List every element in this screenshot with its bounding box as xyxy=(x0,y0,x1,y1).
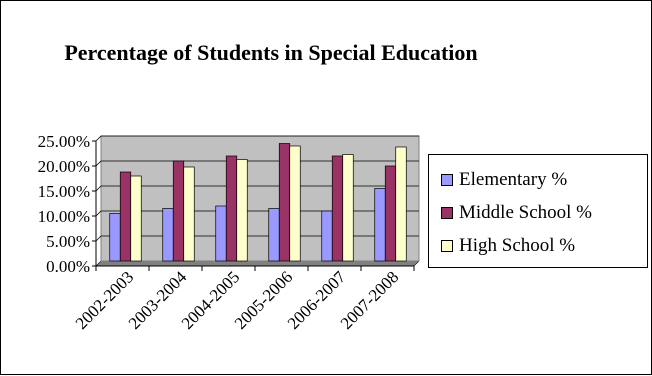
legend: Elementary % Middle School % High School % xyxy=(428,154,648,268)
y-tick-label: 25.00% xyxy=(38,132,90,151)
y-tick-label: 0.00% xyxy=(46,257,90,276)
gridline-diag xyxy=(95,135,102,142)
bar xyxy=(109,213,121,262)
legend-swatch xyxy=(441,174,453,186)
legend-swatch xyxy=(441,207,453,219)
x-tick-label: 2007-2008 xyxy=(337,267,403,333)
bar xyxy=(236,159,248,262)
bar xyxy=(215,205,227,262)
legend-item: High School % xyxy=(441,234,575,258)
gridline-diag xyxy=(95,185,102,192)
bar xyxy=(342,154,354,262)
legend-label: High School % xyxy=(459,235,576,256)
chart-title: Percentage of Students in Special Educat… xyxy=(64,40,478,65)
legend-label: Middle School % xyxy=(459,202,592,223)
bar xyxy=(374,188,386,262)
y-tick-label: 5.00% xyxy=(46,232,90,251)
bar xyxy=(289,145,301,262)
bar xyxy=(225,155,238,262)
bar xyxy=(321,210,333,262)
bar xyxy=(384,165,397,262)
plot-floor xyxy=(95,260,420,267)
bar xyxy=(278,143,291,262)
bar xyxy=(183,166,195,262)
gridline-diag xyxy=(95,235,102,242)
y-tick-label: 10.00% xyxy=(38,207,90,226)
legend-swatch xyxy=(441,240,453,252)
legend-item: Middle School % xyxy=(441,201,592,225)
y-tick-label: 20.00% xyxy=(38,157,90,176)
bar xyxy=(331,155,344,262)
gridline-diag xyxy=(95,210,102,217)
bar xyxy=(395,146,407,262)
bar xyxy=(119,171,132,262)
gridline-diag xyxy=(95,160,102,167)
bar xyxy=(268,208,280,262)
legend-label: Elementary % xyxy=(459,169,568,190)
y-tick-label: 15.00% xyxy=(38,182,90,201)
legend-item: Elementary % xyxy=(441,168,567,192)
bar xyxy=(130,175,142,262)
bar xyxy=(172,160,185,262)
bar xyxy=(162,208,174,262)
plot-background xyxy=(100,135,420,262)
